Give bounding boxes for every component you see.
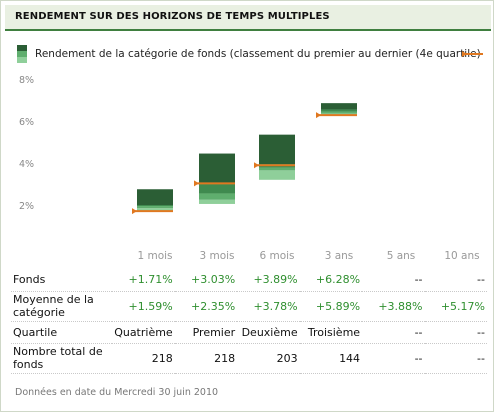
quartile-band — [137, 189, 173, 205]
quartile-band — [321, 103, 357, 110]
quartile-swatch-icon — [17, 45, 27, 63]
table-cell: +3.88% — [362, 291, 425, 322]
table-cell: Premier — [174, 321, 238, 344]
category-average-row: Moyenne de la catégorie +1.59% +2.35% +3.78… — [11, 291, 487, 322]
quartile-row: Quartile Quatrième Premier Deuxième Troisièm… — [11, 321, 487, 344]
table-cell: Deuxième — [237, 321, 300, 344]
table-cell: 203 — [237, 343, 300, 374]
y-tick-label: 4% — [19, 159, 34, 170]
y-tick-label: 2% — [19, 201, 34, 212]
fund-marker-legend-icon — [462, 51, 483, 57]
table-cell: -- — [424, 321, 487, 344]
fund-value-marker — [254, 162, 259, 169]
quartile-band — [259, 134, 295, 165]
legend-label: Rendement de la catégorie de fonds (clas… — [35, 48, 481, 60]
table-cell: Quatrième — [111, 321, 175, 344]
table-cell: 144 — [299, 343, 363, 374]
y-tick-label: 6% — [19, 117, 34, 128]
fund-count-row: Nombre total de fonds 218 218 203 144 -- -- — [11, 343, 487, 374]
table-cell: -- — [362, 269, 425, 292]
quartile-band — [199, 153, 235, 184]
row-label: Moyenne de la catégorie — [11, 291, 112, 322]
table-cell: Troisième — [299, 321, 363, 344]
quartile-band — [321, 109, 357, 112]
fund-value-marker — [316, 112, 321, 119]
category-label: 1 mois — [137, 250, 172, 262]
fund-value-marker — [194, 180, 199, 187]
table-cell: -- — [424, 269, 487, 292]
table-cell: +1.59% — [111, 291, 175, 322]
category-label: 3 mois — [199, 250, 234, 262]
quartile-band — [199, 193, 235, 200]
y-tick-label: 8% — [19, 75, 34, 86]
table-cell: +3.89% — [237, 269, 300, 292]
quartile-band — [137, 206, 173, 209]
chart-legend: Rendement de la catégorie de fonds (clas… — [17, 45, 487, 65]
row-label: Nombre total de fonds — [11, 343, 112, 374]
category-label: 6 mois — [259, 250, 294, 262]
table-cell: 218 — [111, 343, 175, 374]
table-cell: +3.03% — [174, 269, 238, 292]
fund-row: Fonds +1.71% +3.03% +3.89% +6.28% -- -- — [11, 269, 487, 292]
category-label: 10 ans — [444, 250, 479, 262]
performance-table: Fonds +1.71% +3.03% +3.89% +6.28% -- -- Moyenne… — [11, 269, 487, 374]
table-cell: -- — [424, 343, 487, 374]
table-cell: +6.28% — [299, 269, 363, 292]
quartile-band — [199, 199, 235, 204]
category-label: 3 ans — [325, 250, 354, 262]
row-label: Fonds — [11, 269, 112, 292]
data-date-note: Données en date du Mercredi 30 juin 2010 — [15, 387, 219, 398]
quartile-band — [137, 205, 173, 207]
table-cell: +2.35% — [174, 291, 238, 322]
fund-value-marker — [132, 208, 137, 215]
row-label: Quartile — [11, 321, 112, 344]
quartile-band — [137, 208, 173, 212]
quartile-band — [259, 167, 295, 171]
table-cell: +5.89% — [299, 291, 363, 322]
table-cell: 218 — [174, 343, 238, 374]
table-cell: +3.78% — [237, 291, 300, 322]
quartile-chart: 2% 4% 6% 8% 1 mois 3 mois 6 mois 3 ans 5 ans 10 a… — [19, 75, 480, 262]
panel-header: RENDEMENT SUR DES HORIZONS DE TEMPS MULT… — [5, 5, 491, 31]
panel-title: RENDEMENT SUR DES HORIZONS DE TEMPS MULT… — [15, 11, 330, 22]
quartile-band — [321, 111, 357, 114]
table-cell: -- — [362, 321, 425, 344]
quartile-band — [199, 184, 235, 194]
category-label: 5 ans — [387, 250, 416, 262]
table-cell: +5.17% — [424, 291, 487, 322]
table-cell: -- — [362, 343, 425, 374]
table-cell: +1.71% — [111, 269, 175, 292]
quartile-band — [259, 170, 295, 180]
